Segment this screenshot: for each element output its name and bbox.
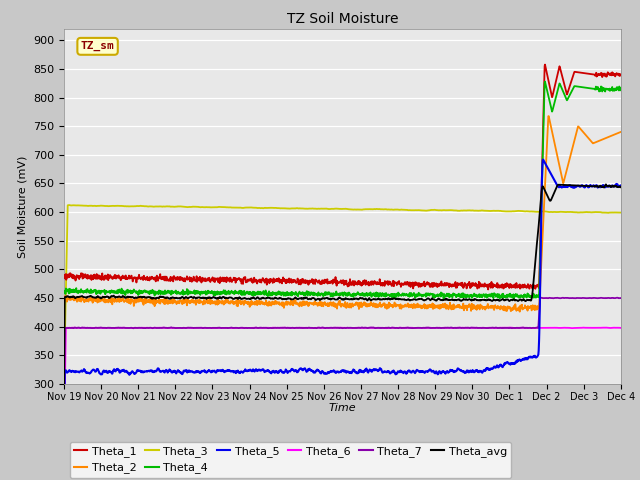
Title: TZ Soil Moisture: TZ Soil Moisture (287, 12, 398, 26)
Legend: Theta_1, Theta_2, Theta_3, Theta_4, Theta_5, Theta_6, Theta_7, Theta_avg: Theta_1, Theta_2, Theta_3, Theta_4, Thet… (70, 442, 511, 478)
Y-axis label: Soil Moisture (mV): Soil Moisture (mV) (17, 155, 28, 258)
Text: TZ_sm: TZ_sm (81, 41, 115, 51)
X-axis label: Time: Time (328, 403, 356, 413)
